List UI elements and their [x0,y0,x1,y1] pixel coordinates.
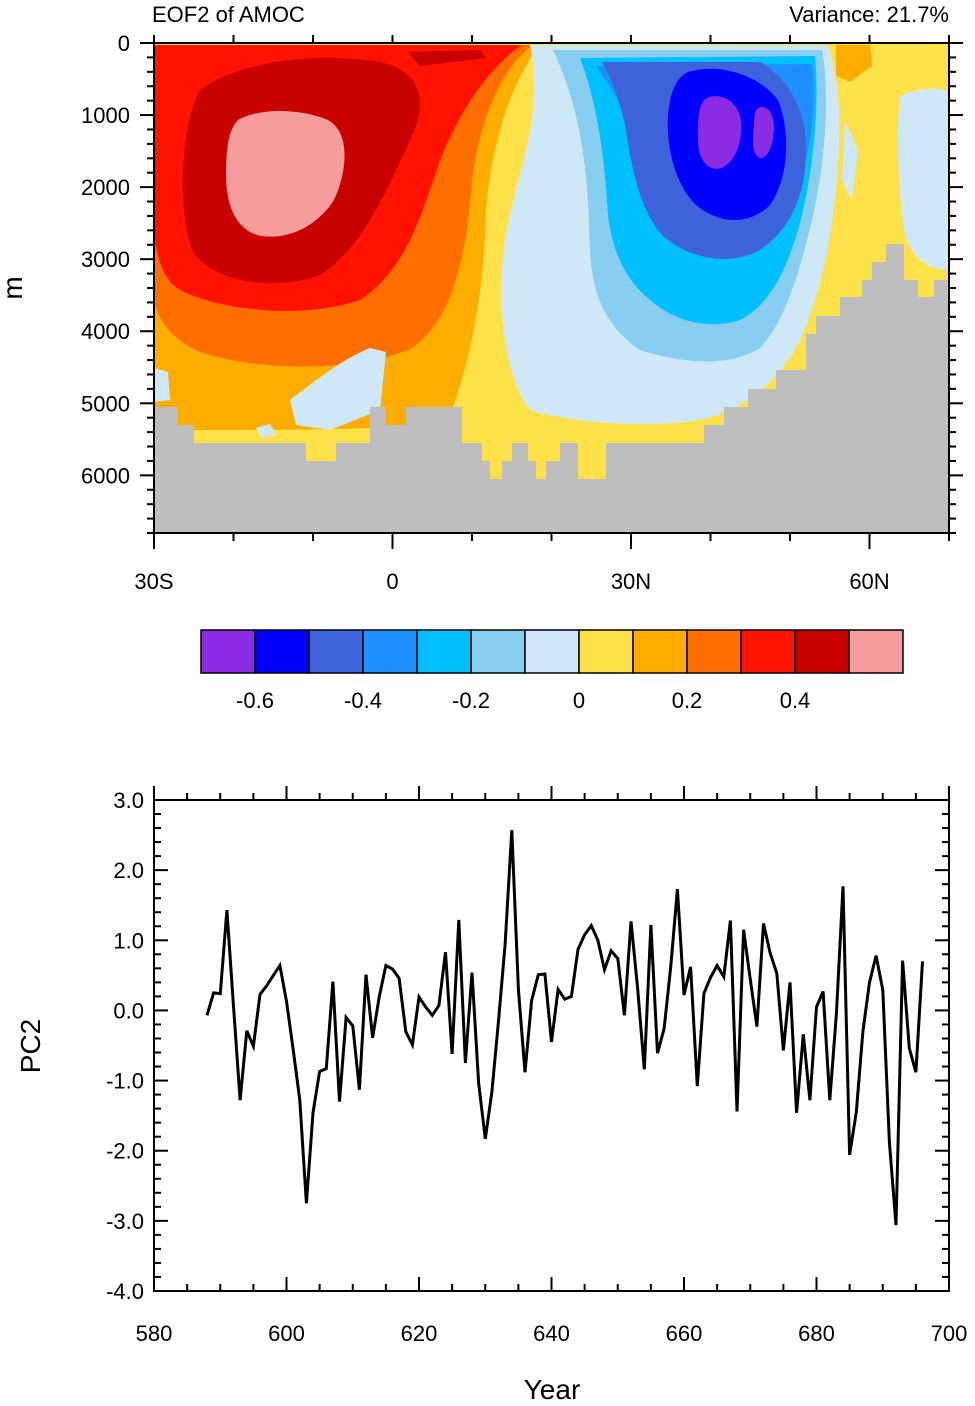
contour-fill-minus-0.1-deep [290,348,386,430]
pc2-timeseries-panel: 580 600 620 640 660 680 700 3.0 2.0 1.0 0.0 -1.0 -2… [15,786,967,1405]
map-y-tick-label: 4000 [81,319,130,344]
ts-y-tick-label: 2.0 [113,858,144,883]
ts-x-tick-label: 640 [533,1321,570,1346]
colorbar-swatch [524,629,580,674]
colorbar-label: 0 [573,688,585,713]
ts-y-tick-label: -3.0 [106,1209,144,1234]
contour-fill-minus-0.7-b [752,106,774,159]
ts-plot-frame [153,799,950,1292]
contour-field [154,43,949,533]
colorbar-swatch [740,629,796,674]
colorbar-swatch [470,629,526,674]
ts-x-axis: 580 600 620 640 660 680 700 [136,786,968,1346]
map-y-tick-label: 2000 [81,175,130,200]
colorbar-swatch [686,629,742,674]
colorbar-label: 0.4 [780,688,811,713]
colorbar: -0.6 -0.4 -0.2 0 0.2 0.4 [200,629,904,713]
colorbar-swatch [254,629,310,674]
eof2-map-panel: EOF2 of AMOC Variance: 21.7% [0,2,963,594]
contour-fill-0.1-north [836,45,872,82]
contour-fill-minus-0.1-west [154,368,170,402]
ts-y-tick-label: -2.0 [106,1139,144,1164]
ts-x-axis-title: Year [524,1374,581,1405]
map-x-tick-label: 0 [386,569,398,594]
ts-x-tick-label: 660 [666,1321,703,1346]
colorbar-label: -0.2 [452,688,490,713]
colorbar-labels: -0.6 -0.4 -0.2 0 0.2 0.4 [236,688,810,713]
ts-y-axis-title: PC2 [15,1019,46,1073]
colorbar-label: 0.2 [672,688,703,713]
colorbar-label: -0.6 [236,688,274,713]
map-x-tick-label: 60N [849,569,889,594]
variance-label: Variance: 21.7% [789,2,949,27]
map-y-tick-label: 5000 [81,391,130,416]
ts-y-axis: 3.0 2.0 1.0 0.0 -1.0 -2.0 -3.0 -4.0 [106,788,949,1304]
colorbar-label: -0.4 [344,688,382,713]
map-y-tick-label: 1000 [81,103,130,128]
colorbar-swatch [362,629,418,674]
ts-x-tick-label: 620 [401,1321,438,1346]
map-y-tick-label: 3000 [81,247,130,272]
colorbar-swatch [578,629,634,674]
contour-fill-minus-0.1-deep-b [256,424,276,438]
ts-y-tick-label: -1.0 [106,1069,144,1094]
contour-fill-0.4-upper [408,50,486,66]
map-x-tick-label: 30S [134,569,173,594]
ts-y-tick-label: -4.0 [106,1279,144,1304]
ts-y-tick-label: 3.0 [113,788,144,813]
contour-fill-minus-0.7-a [698,96,742,169]
colorbar-swatch [632,629,688,674]
ts-y-tick-label: 0.0 [113,998,144,1023]
map-x-axis: 30S 0 30N 60N [134,35,950,594]
ts-x-tick-label: 680 [798,1321,835,1346]
colorbar-swatch [794,629,850,674]
contour-fill-minus-0.1-north [897,88,949,270]
contour-fill-minus-0.1-north-b [842,120,858,200]
map-x-tick-label: 30N [611,569,651,594]
pc2-series-line [205,830,924,1226]
map-y-tick-label: 0 [118,31,130,56]
map-title: EOF2 of AMOC [152,2,305,27]
ts-x-tick-label: 580 [136,1321,173,1346]
colorbar-swatch [416,629,472,674]
bathymetry-mask [154,244,949,533]
colorbar-swatch [308,629,364,674]
colorbar-boxes [200,629,904,674]
map-y-axis-title: m [0,276,28,299]
colorbar-swatch [200,629,256,674]
contour-fill-0.5 [226,111,345,237]
map-y-axis: 0 1000 2000 3000 4000 5000 6000 [81,31,963,534]
ts-y-tick-label: 1.0 [113,928,144,953]
ts-x-tick-label: 600 [268,1321,305,1346]
colorbar-swatch [848,629,904,674]
map-y-tick-label: 6000 [81,463,130,488]
ts-x-tick-label: 700 [931,1321,968,1346]
